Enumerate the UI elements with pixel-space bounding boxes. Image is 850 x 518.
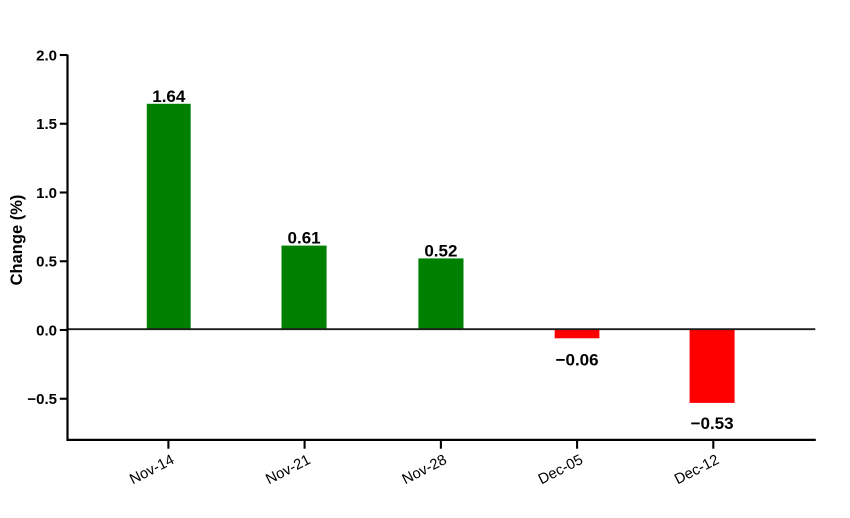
svg-text:1.5: 1.5 <box>36 116 57 133</box>
svg-text:0.0: 0.0 <box>36 322 57 339</box>
svg-text:Change (%): Change (%) <box>8 195 26 286</box>
svg-text:0.5: 0.5 <box>36 254 57 271</box>
svg-text:1.0: 1.0 <box>36 185 57 202</box>
svg-text:1.64: 1.64 <box>152 87 186 106</box>
svg-text:0.52: 0.52 <box>424 241 457 260</box>
svg-text:2.0: 2.0 <box>36 47 57 64</box>
svg-text:−0.53: −0.53 <box>691 414 734 433</box>
svg-text:0.61: 0.61 <box>288 229 321 248</box>
svg-text:−0.5: −0.5 <box>27 391 57 408</box>
svg-text:−0.06: −0.06 <box>556 351 599 370</box>
